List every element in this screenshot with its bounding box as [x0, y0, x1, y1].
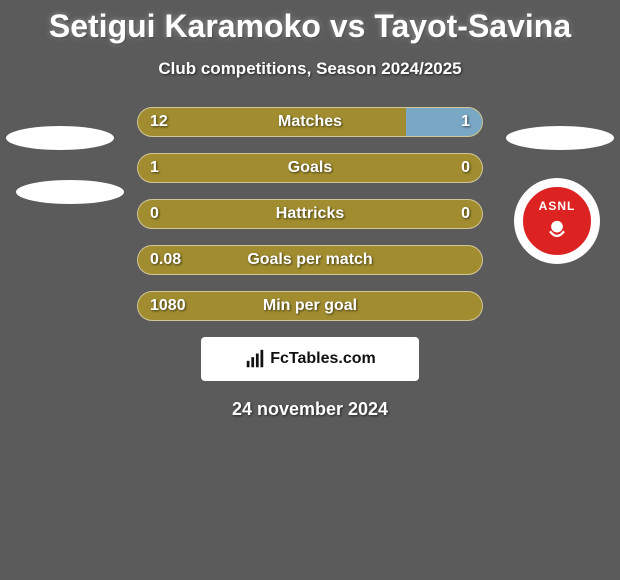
- stat-area: 12 Matches 1 1 Goals 0 0 Hattricks 0 0.08 Goals pe…: [0, 107, 620, 321]
- stat-row: 0 Hattricks 0: [0, 199, 620, 229]
- stat-bar-right-fill: [406, 108, 482, 136]
- stat-bar: 0.08 Goals per match: [137, 245, 483, 275]
- stat-row: 1 Goals 0: [0, 153, 620, 183]
- stat-row: 1080 Min per goal: [0, 291, 620, 321]
- stat-row: 12 Matches 1: [0, 107, 620, 137]
- footer-brand-text: FcTables.com: [270, 350, 376, 368]
- stat-label: Min per goal: [263, 297, 357, 315]
- stat-bar: 12 Matches 1: [137, 107, 483, 137]
- stat-label: Goals: [288, 159, 332, 177]
- stat-value-left: 1080: [150, 297, 186, 315]
- stat-value-right: 0: [461, 159, 470, 177]
- stat-value-left: 0: [150, 205, 159, 223]
- stat-row: 0.08 Goals per match: [0, 245, 620, 275]
- stat-label: Matches: [278, 113, 342, 131]
- subtitle: Club competitions, Season 2024/2025: [0, 59, 620, 79]
- stat-value-left: 12: [150, 113, 168, 131]
- stat-bar: 0 Hattricks 0: [137, 199, 483, 229]
- stat-label: Hattricks: [276, 205, 344, 223]
- footer-brand-box[interactable]: FcTables.com: [201, 337, 419, 381]
- stat-value-left: 0.08: [150, 251, 181, 269]
- page-title: Setigui Karamoko vs Tayot-Savina: [0, 8, 620, 45]
- stat-bar: 1080 Min per goal: [137, 291, 483, 321]
- stat-value-right: 1: [461, 113, 470, 131]
- chart-icon: [244, 348, 266, 370]
- stat-bar: 1 Goals 0: [137, 153, 483, 183]
- stat-label: Goals per match: [247, 251, 372, 269]
- stat-value-left: 1: [150, 159, 159, 177]
- date-text: 24 november 2024: [0, 399, 620, 420]
- stat-value-right: 0: [461, 205, 470, 223]
